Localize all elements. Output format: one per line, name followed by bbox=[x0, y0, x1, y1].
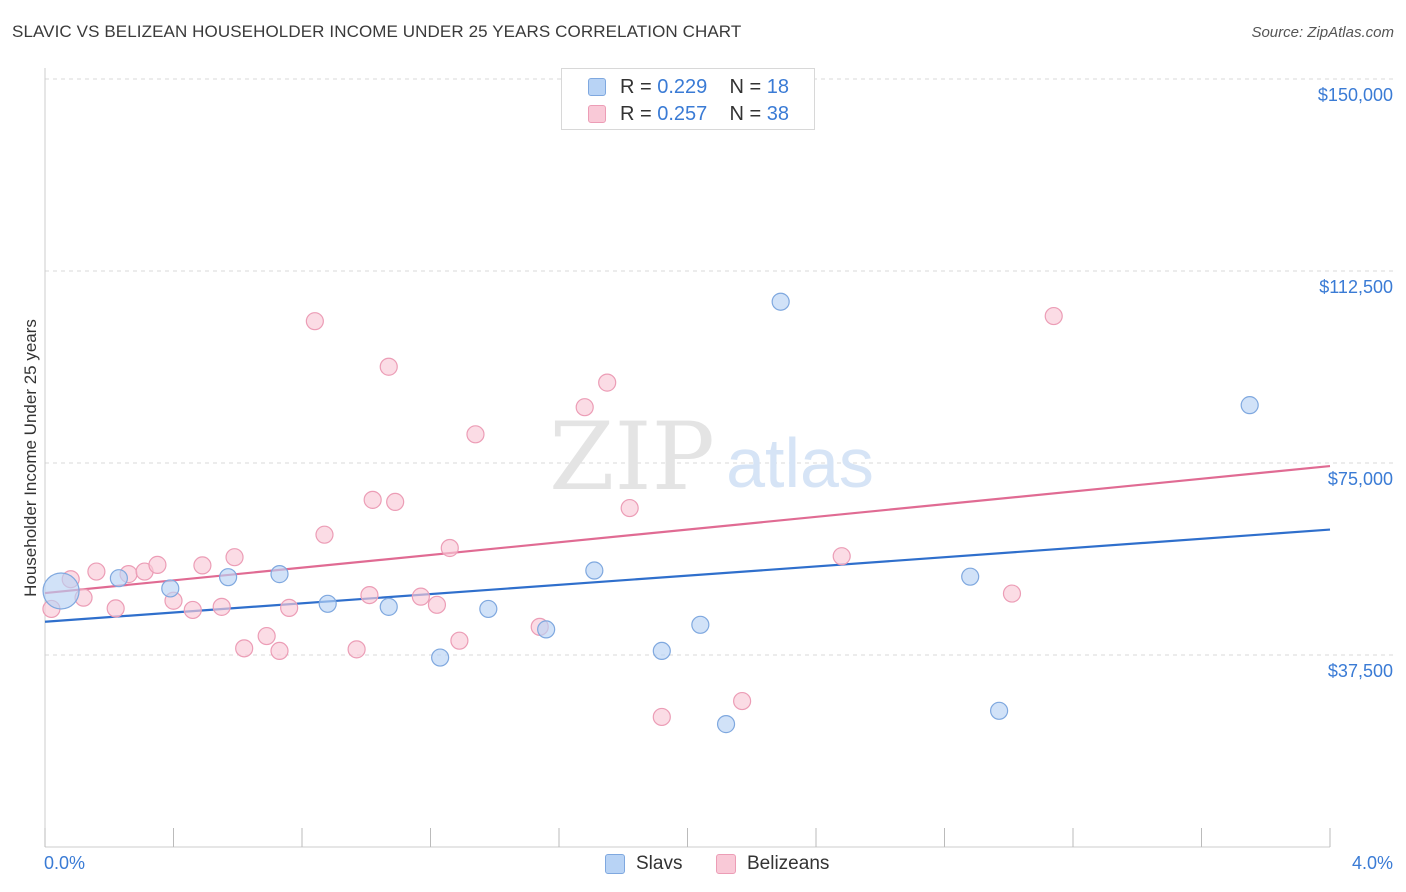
point-belizeans bbox=[212, 597, 231, 616]
point-slavs bbox=[161, 579, 180, 598]
point-belizeans bbox=[620, 498, 639, 518]
legend-swatch-slavs bbox=[588, 78, 606, 96]
point-belizeans bbox=[305, 312, 324, 331]
trendline-belizeans bbox=[44, 464, 1331, 595]
point-slavs bbox=[219, 568, 238, 587]
point-belizeans bbox=[1044, 306, 1063, 326]
point-belizeans bbox=[386, 492, 405, 512]
point-belizeans bbox=[280, 598, 299, 617]
point-belizeans bbox=[466, 425, 485, 444]
watermark-atlas: atlas bbox=[726, 424, 874, 502]
y-tick-label: $112,500 bbox=[1319, 277, 1393, 297]
point-belizeans bbox=[347, 640, 366, 659]
y-tick-label: $75,000 bbox=[1328, 469, 1393, 489]
watermark-zip: ZIP bbox=[549, 403, 715, 512]
point-belizeans bbox=[363, 490, 382, 509]
watermark: ZIP atlas bbox=[549, 403, 874, 512]
point-belizeans bbox=[450, 631, 469, 650]
y-axis-title: Householder Income Under 25 years bbox=[21, 319, 40, 597]
axis-layer: $37,500 $75,000 $112,500 $150,000 bbox=[44, 68, 1393, 848]
series-swatch-belizeans bbox=[716, 854, 736, 874]
point-belizeans bbox=[427, 595, 447, 614]
legend-n-label: N = bbox=[729, 76, 767, 98]
point-belizeans bbox=[270, 641, 289, 661]
point-belizeans bbox=[225, 548, 244, 567]
point-belizeans bbox=[360, 585, 379, 605]
point-belizeans bbox=[257, 626, 276, 646]
point-slavs bbox=[42, 572, 80, 610]
legend-r-value: 0.229 bbox=[657, 76, 708, 98]
point-slavs bbox=[318, 594, 337, 613]
legend-r-label: R = bbox=[620, 103, 658, 125]
point-belizeans bbox=[1002, 584, 1022, 603]
point-belizeans bbox=[411, 587, 430, 606]
point-belizeans bbox=[183, 600, 202, 620]
point-belizeans bbox=[652, 707, 671, 727]
point-belizeans bbox=[315, 525, 334, 544]
legend-r-value: 0.257 bbox=[657, 103, 708, 125]
point-belizeans bbox=[148, 555, 167, 574]
legend-swatch-belizeans bbox=[588, 105, 606, 123]
point-slavs bbox=[1240, 396, 1259, 415]
point-belizeans bbox=[832, 547, 851, 566]
point-slavs bbox=[479, 599, 498, 619]
y-tick-label: $150,000 bbox=[1318, 85, 1393, 105]
point-slavs bbox=[652, 641, 671, 661]
points-layer bbox=[42, 292, 1259, 734]
point-belizeans bbox=[440, 538, 459, 558]
point-slavs bbox=[109, 569, 128, 588]
legend-n-label: N = bbox=[729, 103, 767, 125]
point-belizeans bbox=[575, 398, 594, 417]
point-slavs bbox=[379, 597, 398, 616]
point-belizeans bbox=[193, 556, 212, 575]
legend-r-label: R = bbox=[620, 76, 658, 98]
point-belizeans bbox=[106, 599, 125, 618]
point-slavs bbox=[270, 565, 289, 584]
point-slavs bbox=[691, 615, 710, 634]
source-label: Source: ZipAtlas.com bbox=[1251, 24, 1394, 41]
point-slavs bbox=[585, 561, 604, 580]
point-belizeans bbox=[598, 373, 617, 392]
point-slavs bbox=[771, 292, 790, 311]
point-slavs bbox=[716, 715, 736, 734]
point-slavs bbox=[961, 567, 980, 586]
x-tick-label-max: 4.0% bbox=[1352, 853, 1393, 873]
point-belizeans bbox=[235, 639, 254, 658]
trendline-slavs bbox=[44, 528, 1331, 623]
series-legend-slavs: Slavs bbox=[605, 852, 682, 876]
legend-n-value: 18 bbox=[766, 76, 790, 98]
point-belizeans bbox=[379, 357, 398, 376]
point-belizeans bbox=[87, 562, 106, 581]
x-tick-label-min: 0.0% bbox=[44, 853, 85, 873]
point-slavs bbox=[990, 701, 1009, 720]
series-label-belizeans: Belizeans bbox=[747, 853, 830, 874]
point-slavs bbox=[431, 648, 450, 667]
point-slavs bbox=[537, 620, 556, 639]
chart-title: SLAVIC VS BELIZEAN HOUSEHOLDER INCOME UN… bbox=[12, 22, 742, 41]
stats-legend: R = 0.229 N = 18 R = 0.257 N = 38 bbox=[561, 68, 815, 130]
legend-n-value: 38 bbox=[766, 103, 790, 125]
trend-layer bbox=[44, 464, 1331, 623]
y-tick-label: $37,500 bbox=[1328, 661, 1393, 681]
grid-layer bbox=[45, 78, 1393, 656]
point-belizeans bbox=[733, 691, 752, 711]
series-legend-belizeans: Belizeans bbox=[716, 852, 829, 876]
series-swatch-slavs bbox=[605, 854, 625, 874]
series-label-slavs: Slavs bbox=[636, 853, 683, 874]
